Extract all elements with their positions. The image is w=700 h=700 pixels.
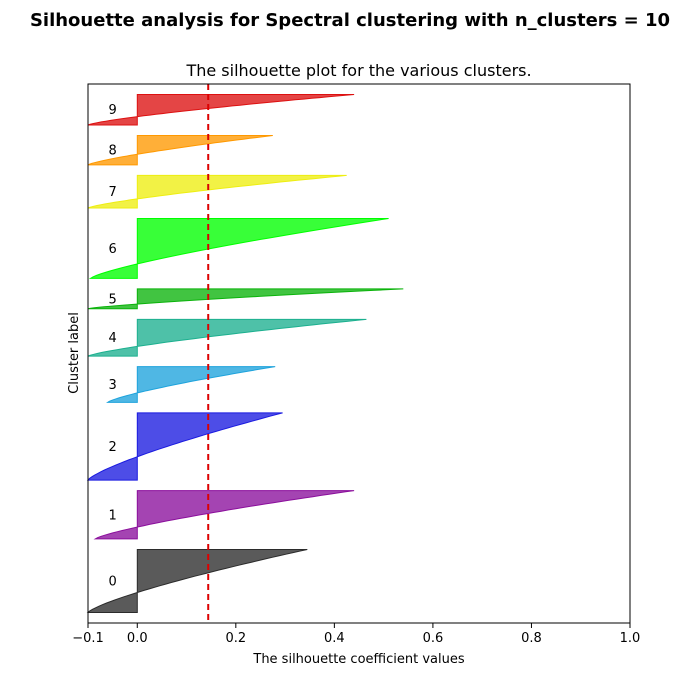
cluster-band-9 [87, 94, 355, 126]
cluster-band-1 [93, 490, 355, 540]
x-tick-label: 0.4 [324, 631, 345, 646]
cluster-band-7 [87, 174, 347, 209]
x-tick-label: 0.8 [521, 631, 542, 646]
plot-frame [87, 83, 631, 624]
cluster-label-5: 5 [108, 292, 116, 307]
cluster-label-8: 8 [108, 144, 116, 159]
silhouette-bands [86, 94, 404, 613]
cluster-band-5 [87, 288, 404, 310]
cluster-label-2: 2 [108, 440, 116, 455]
y-axis-label: Cluster label [67, 312, 82, 394]
cluster-label-1: 1 [108, 508, 116, 523]
cluster-label-7: 7 [108, 185, 116, 200]
cluster-band-8 [87, 135, 273, 166]
x-tick-label: −0.1 [72, 631, 104, 646]
cluster-band-6 [88, 218, 389, 279]
chart-title: The silhouette plot for the various clus… [185, 61, 531, 80]
x-tick-label: 0.2 [225, 631, 246, 646]
x-axis-ticks: −0.1 0.0 0.2 0.4 0.6 0.8 1.0 [72, 623, 640, 646]
x-tick-label: 0.6 [423, 631, 444, 646]
cluster-label-6: 6 [108, 242, 116, 257]
cluster-label-0: 0 [108, 575, 116, 590]
cluster-band-3 [105, 366, 276, 403]
figure-suptitle: Silhouette analysis for Spectral cluster… [29, 10, 671, 31]
cluster-band-4 [87, 318, 367, 357]
cluster-label-9: 9 [108, 103, 116, 118]
cluster-band-0 [86, 549, 308, 613]
cluster-label-3: 3 [108, 378, 116, 393]
x-tick-label: 0.0 [127, 631, 148, 646]
x-axis-label: The silhouette coefficient values [252, 652, 464, 667]
cluster-band-2 [86, 412, 283, 481]
cluster-labels: 0 1 2 3 4 5 6 7 8 9 [108, 103, 116, 589]
cluster-label-4: 4 [108, 331, 116, 346]
x-tick-label: 1.0 [620, 631, 641, 646]
